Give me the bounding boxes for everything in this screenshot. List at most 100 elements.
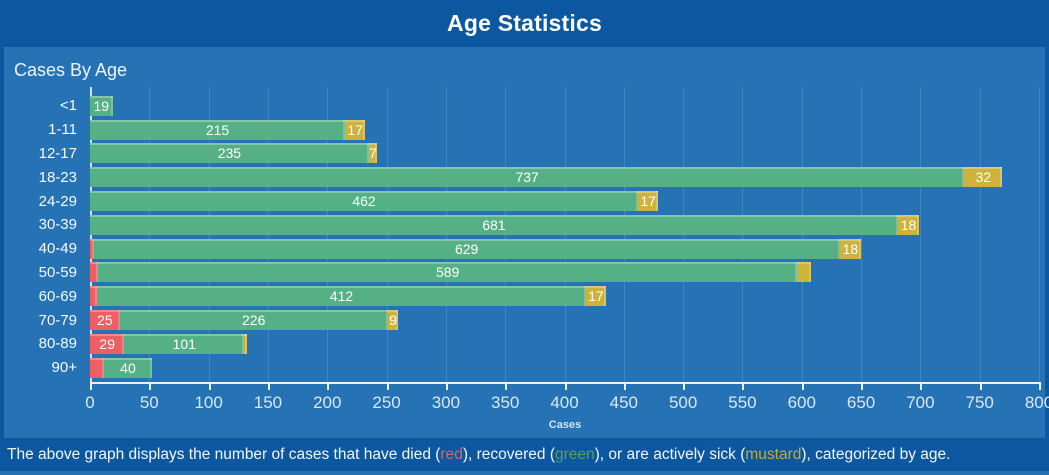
bar-segment-died[interactable] [90,238,94,259]
bottom-strip [0,471,1049,475]
axis-tick [505,384,508,390]
bar-segment-actively_sick[interactable]: 18 [839,238,862,259]
caption-part: ), recovered ( [462,446,555,463]
bar-track: 215 17 [90,119,366,140]
bar-segment-died[interactable] [90,262,99,283]
caption-legend-green: green [554,446,595,463]
bar-value-label: 25 [97,312,113,329]
axis-tick [920,384,923,390]
bar-segment-recovered[interactable]: 412 [97,286,586,307]
category-label: 90+ [51,359,77,377]
chart-row: 60-69 412 17 [4,284,1045,308]
bar-segment-actively_sick[interactable]: 17 [585,286,606,307]
bar-value-label: 17 [640,193,656,210]
bar-segment-died[interactable] [90,357,105,378]
bar-segment-actively_sick[interactable]: 17 [345,119,366,140]
bar-value-label: 32 [975,169,992,186]
bar-segment-actively_sick[interactable]: 9 [387,310,399,331]
bar-segment-recovered[interactable]: 235 [90,143,369,164]
bar-value-label: 737 [515,169,539,186]
chart-panel: Cases By Age <1 19 1-11 215 17 12-17 235 7 18-23… [4,47,1049,438]
chart-subtitle: Cases By Age [14,60,128,80]
axis-tick-label: 0 [85,393,95,412]
bar-segment-recovered[interactable]: 462 [90,191,639,212]
bar-track: 681 18 [90,214,920,235]
axis-tick [90,384,92,390]
axis-tick [623,384,626,390]
chart-row: 40-49 629 18 [4,237,1045,261]
gridline [920,87,922,382]
page-header: Age Statistics [0,0,1049,47]
chart-row: <1 19 [4,94,1045,118]
bar-segment-actively_sick[interactable]: 17 [638,191,659,212]
category-label: 50-59 [38,263,77,281]
bar-value-label: 629 [454,240,479,257]
chart-row: 80-89 29 101 [4,332,1045,356]
bar-track: 29 101 [90,333,247,354]
category-label: <1 [59,97,77,115]
axis-tick [267,384,270,390]
axis-tick [1039,384,1041,390]
bar-value-label: 215 [205,121,230,138]
bar-value-label: 7 [369,145,377,162]
bar-segment-recovered[interactable]: 19 [90,95,113,116]
axis-tick-label: 750 [965,393,994,412]
axis-tick-label: 550 [728,393,757,412]
bar-segment-recovered[interactable]: 737 [90,167,965,188]
axis-tick-label: 250 [372,393,401,412]
axis-tick [801,384,804,390]
category-label: 24-29 [38,192,77,210]
bar-segment-died[interactable]: 25 [90,310,120,331]
plot-area: <1 19 1-11 215 17 12-17 235 7 18-23 737 32 24-29 462… [4,94,1045,380]
bar-segment-died[interactable] [90,286,98,307]
bar-value-label: 18 [900,216,917,233]
axis-tick-label: 700 [906,393,935,412]
caption-part: ), or are actively sick ( [594,446,746,463]
bar-segment-actively_sick[interactable] [796,262,812,283]
axis-tick [386,384,389,390]
bar-segment-recovered[interactable]: 40 [104,357,152,378]
bar-segment-actively_sick[interactable]: 7 [368,143,378,164]
gridline [1039,87,1040,382]
axis-tick [208,384,211,390]
bar-segment-actively_sick[interactable]: 32 [964,167,1003,188]
bar-value-label: 681 [482,216,506,233]
axis-tick-label: 150 [253,393,283,412]
caption-part: ), categorized by age. [801,446,951,463]
bar-track: 629 18 [90,238,862,259]
bar-segment-actively_sick[interactable]: 18 [897,214,920,235]
caption-legend-mustard: mustard [745,446,802,463]
axis-tick-label: 400 [550,393,579,412]
caption-part: The above graph displays the number of c… [7,446,441,463]
category-label: 80-89 [38,335,77,353]
x-axis-line [90,382,1041,384]
bar-track: 235 7 [90,143,378,164]
category-label: 60-69 [38,287,77,305]
bar-value-label: 226 [242,312,266,329]
caption-legend-red: red [440,446,463,463]
bar-segment-recovered[interactable]: 215 [90,119,346,140]
gridline [979,87,981,382]
bar-segment-recovered[interactable]: 589 [98,262,797,283]
chart-row: 18-23 737 32 [4,165,1045,189]
bar-segment-actively_sick[interactable] [244,333,247,354]
y-axis-line [90,87,92,383]
chart-row: 12-17 235 7 [4,142,1045,166]
bar-segment-died[interactable]: 29 [90,333,125,354]
category-label: 30-39 [38,216,77,234]
axis-tick [149,384,152,390]
bar-segment-recovered[interactable]: 101 [124,333,245,354]
bar-segment-recovered[interactable]: 629 [93,238,840,259]
bar-value-label: 17 [347,121,363,138]
bar-track: 462 17 [90,191,659,212]
bar-value-label: 17 [588,288,604,305]
bar-value-label: 40 [120,359,136,376]
chart-row: 50-59 589 [4,261,1045,285]
bar-value-label: 18 [842,240,859,257]
bar-segment-recovered[interactable]: 226 [119,310,388,331]
axis-tick-label: 600 [787,393,816,412]
chart-row: 24-29 462 17 [4,189,1045,213]
bar-segment-recovered[interactable]: 681 [90,214,898,235]
axis-tick [683,384,686,390]
axis-tick-label: 350 [491,393,520,412]
